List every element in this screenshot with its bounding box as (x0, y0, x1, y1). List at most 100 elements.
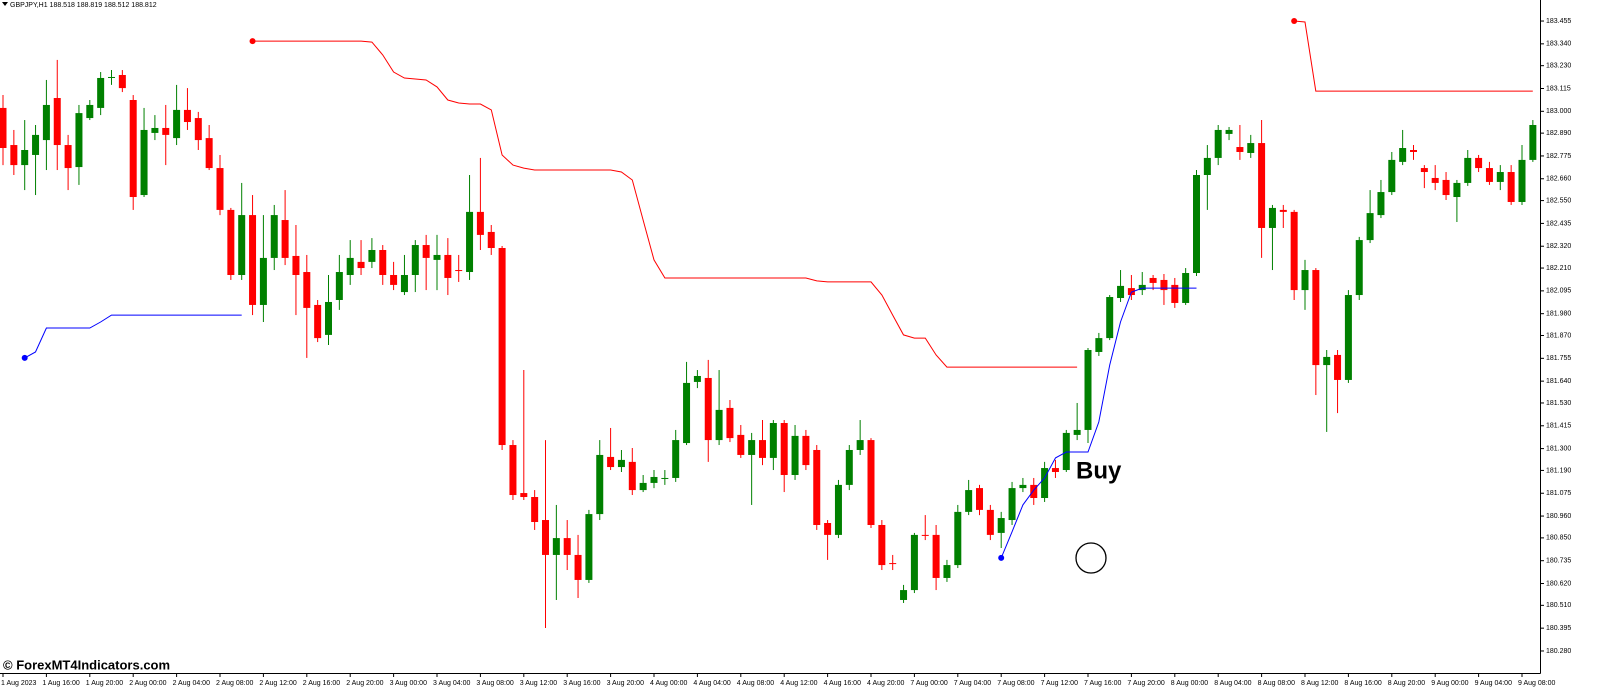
candle-body (878, 524, 886, 566)
x-tick-label: 2 Aug 20:00 (346, 680, 383, 687)
candle-body (1030, 484, 1038, 499)
candle-body (205, 138, 213, 169)
x-tick-label: 4 Aug 00:00 (650, 680, 687, 687)
y-tick-label: 180.510 (1546, 602, 1571, 609)
candle-body (498, 248, 506, 446)
x-tick-label: 9 Aug 08:00 (1518, 680, 1555, 687)
x-tick-label: 8 Aug 20:00 (1388, 680, 1425, 687)
candle-body (270, 215, 278, 258)
candle-body (563, 538, 571, 555)
candle-body (976, 488, 983, 510)
candle-body (791, 435, 799, 475)
x-tick-label: 7 Aug 12:00 (1041, 680, 1078, 687)
candle-body (476, 211, 484, 235)
candle-body (108, 76, 115, 78)
candle-body (693, 375, 701, 382)
candle-body (487, 231, 495, 249)
candle-body (21, 149, 29, 166)
candle-body (1149, 277, 1157, 283)
x-tick-label: 3 Aug 00:00 (390, 680, 427, 687)
candle-body (1268, 207, 1276, 228)
x-tick-label: 8 Aug 16:00 (1344, 680, 1381, 687)
candle-body (411, 245, 419, 275)
candle-body (379, 249, 387, 275)
candle-body (1062, 432, 1070, 471)
x-tick-label: 7 Aug 00:00 (910, 680, 947, 687)
x-tick-label: 7 Aug 04:00 (954, 680, 991, 687)
x-tick-label: 4 Aug 08:00 (737, 680, 774, 687)
candle-body (1127, 288, 1135, 296)
candle-body (1279, 209, 1287, 212)
y-tick-label: 183.230 (1546, 63, 1571, 70)
candle-body (1366, 213, 1374, 241)
y-tick-label: 182.320 (1546, 243, 1571, 250)
x-tick-label: 8 Aug 08:00 (1258, 680, 1295, 687)
x-tick-label: 1 Aug 2023 (1, 680, 37, 687)
candle-body (552, 538, 560, 555)
candle-body (596, 454, 604, 515)
candle-body (433, 254, 441, 260)
candle-body (1019, 484, 1027, 489)
candle-body (466, 211, 474, 273)
candle-body (1117, 285, 1125, 299)
candle-body (1073, 429, 1081, 435)
y-tick-label: 182.210 (1546, 265, 1571, 272)
candle-body (42, 104, 50, 141)
x-tick-label: 9 Aug 04:00 (1475, 680, 1512, 687)
y-tick-label: 182.550 (1546, 197, 1571, 204)
candle-body (1290, 211, 1298, 291)
candle-body (346, 257, 354, 275)
y-tick-label: 181.755 (1546, 355, 1571, 362)
candle-body (921, 534, 929, 536)
y-tick-label: 180.850 (1546, 535, 1571, 542)
candle-body (1193, 174, 1200, 274)
signal-dot (998, 554, 1005, 561)
candle-body (574, 554, 582, 580)
candle-body (1344, 295, 1352, 380)
candle-body (585, 514, 593, 580)
indicator-line (252, 20, 1533, 368)
candle-body (1051, 468, 1059, 473)
candle-body (1431, 177, 1439, 183)
candle-body (986, 509, 994, 535)
candle-body (368, 249, 376, 262)
candle-body (748, 440, 756, 455)
candle-body (292, 255, 300, 275)
candle-body (1453, 182, 1461, 198)
candle-body (997, 518, 1005, 533)
candle-body (314, 304, 322, 339)
signal-dot (21, 354, 28, 361)
candle-body (607, 456, 615, 468)
candle-body (1214, 129, 1222, 158)
y-tick-label: 183.115 (1546, 85, 1571, 92)
watermark: © ForexMT4Indicators.com (3, 657, 170, 672)
candle-body (737, 434, 745, 455)
candle-body (683, 382, 691, 444)
x-tick-label: 4 Aug 12:00 (780, 680, 817, 687)
candle-body (303, 272, 311, 308)
indicator-line (24, 287, 1197, 559)
candle-body (1323, 356, 1331, 366)
candle-body (1485, 168, 1493, 182)
candle-body (1225, 129, 1233, 134)
candle-body (1160, 279, 1168, 291)
candle-body (216, 168, 224, 210)
candle-body (151, 127, 159, 133)
y-tick-label: 180.735 (1546, 558, 1571, 565)
candle-body (1084, 349, 1092, 430)
candle-body (1171, 284, 1179, 303)
x-tick-label: 7 Aug 08:00 (997, 680, 1034, 687)
candle-body (1464, 157, 1472, 183)
candle-body (75, 113, 83, 168)
x-tick-label: 1 Aug 16:00 (42, 680, 79, 687)
candle-body (520, 493, 528, 498)
candle-body (867, 440, 875, 525)
candle-body (140, 129, 148, 196)
candle-body (1529, 124, 1537, 160)
y-tick-label: 181.415 (1546, 423, 1571, 430)
y-tick-label: 183.000 (1546, 108, 1571, 115)
x-tick-label: 1 Aug 20:00 (86, 680, 123, 687)
candle-body (129, 99, 137, 198)
